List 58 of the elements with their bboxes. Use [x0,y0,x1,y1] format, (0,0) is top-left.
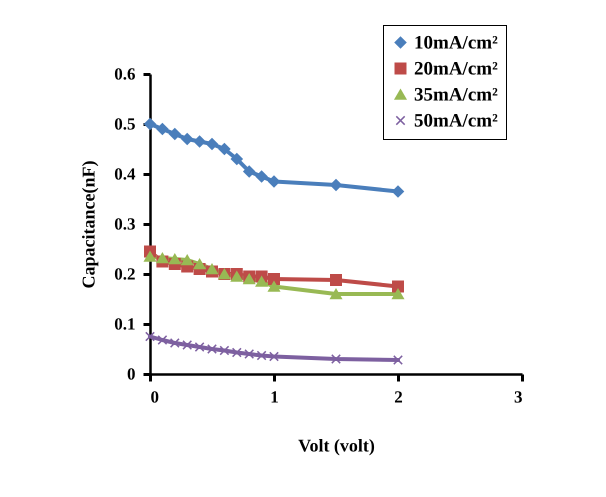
y-tick-label: 0.4 [114,164,136,184]
x-tick-label: 1 [270,388,279,406]
point [256,170,268,182]
point [181,254,194,266]
point [243,274,256,284]
point [207,344,217,354]
point [144,118,156,130]
point [194,258,206,270]
legend-label: 50mA/cm² [414,110,498,132]
y-axis-title: Capacitance(nF) [78,160,98,288]
point [182,340,192,350]
point [156,123,168,135]
point [268,281,280,292]
point [256,350,267,360]
point [330,179,342,191]
legend-label: 10mA/cm² [414,32,498,54]
point [170,338,180,348]
point [392,186,404,198]
y-tick-label: 0.1 [114,314,136,334]
x-axis-title: Volt (volt) [298,436,375,456]
point [218,143,230,155]
point [244,349,254,359]
x-tick-label: 3 [514,388,522,406]
point [268,273,280,285]
y-tick-label: 0.5 [114,114,136,134]
point [331,354,341,364]
point [268,176,280,188]
point [393,355,403,365]
point [330,274,342,286]
y-tick-label: 0 [127,364,136,384]
point [219,346,230,356]
point [269,352,279,362]
point [230,271,243,282]
x-tick-label: 0 [150,388,159,406]
y-tick-label: 0.3 [114,214,136,234]
point [144,251,156,262]
point [392,280,404,292]
point [392,288,404,300]
legend-label: 35mA/cm² [414,84,498,106]
point [145,332,155,342]
x-tick-label: 2 [394,388,403,406]
point [232,348,242,358]
point [181,133,194,145]
point [256,276,268,287]
point [206,264,218,274]
point [230,153,243,165]
point [168,254,181,264]
point [168,128,181,140]
y-tick-label: 0.2 [114,264,136,284]
y-tick-label: 0.6 [114,64,136,84]
legend-label: 20mA/cm² [414,58,498,80]
point [156,252,168,264]
point [194,342,205,352]
point [194,136,206,148]
point [206,138,218,150]
point [243,166,256,178]
point [330,288,342,300]
point [157,335,168,345]
